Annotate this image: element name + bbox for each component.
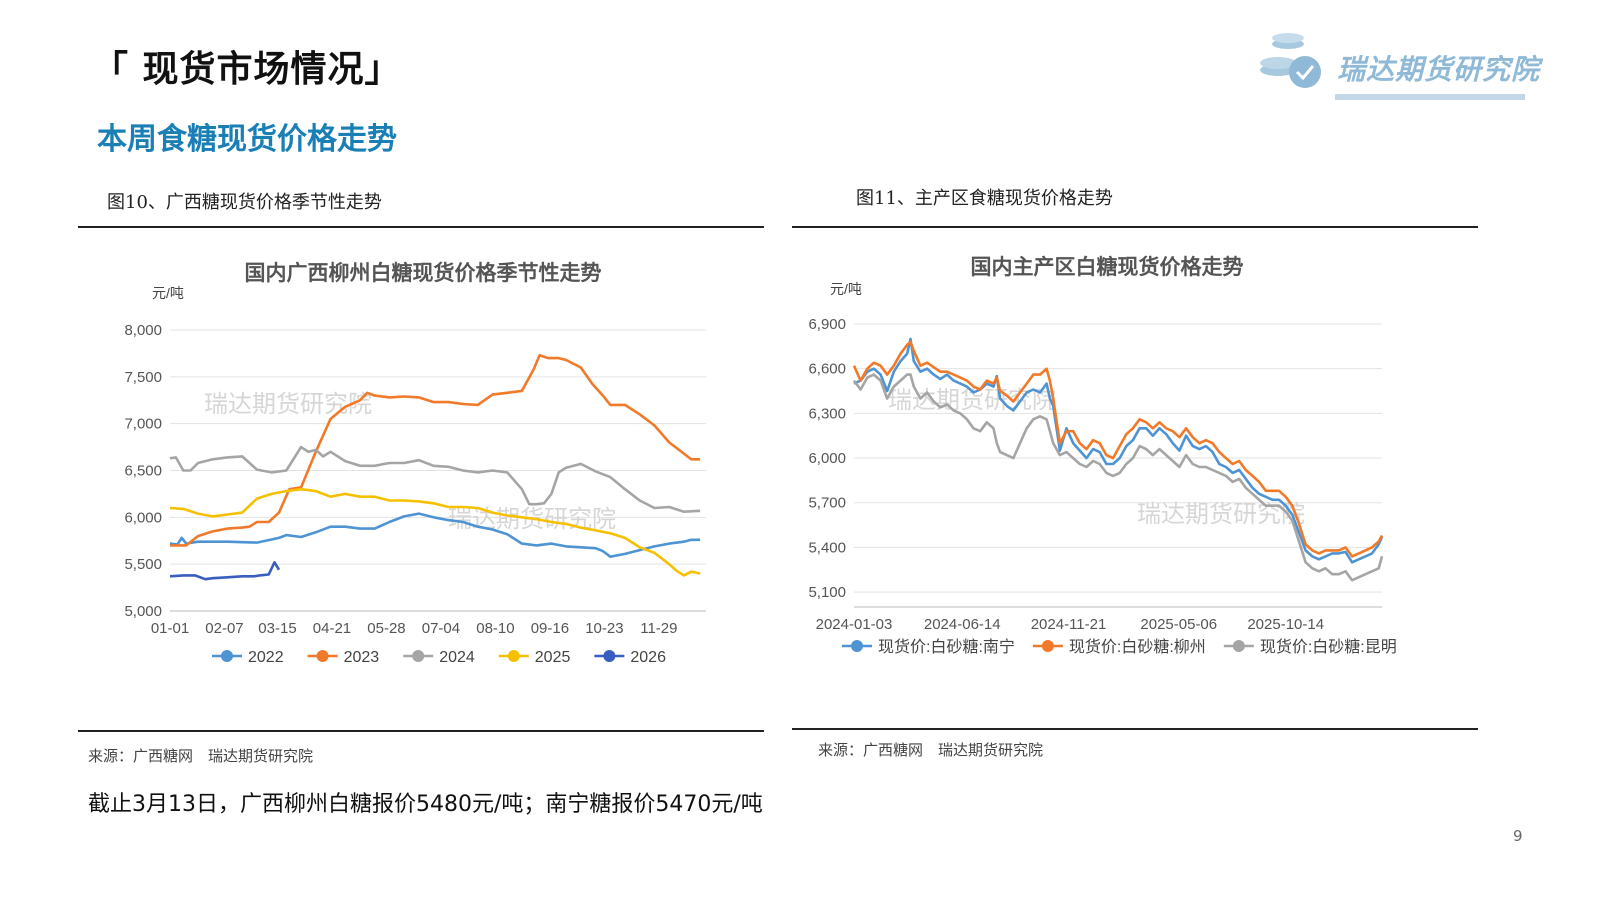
y-tick-label: 5,000: [124, 603, 162, 620]
y-axis-label: 元/吨: [152, 285, 184, 301]
legend-label: 2023: [344, 649, 380, 666]
y-tick-label: 5,100: [808, 584, 846, 601]
y-tick-label: 5,700: [808, 495, 846, 512]
x-tick-label: 01-01: [151, 620, 189, 637]
figure-10-top-rule: [78, 226, 764, 228]
x-tick-label: 2024-11-21: [1031, 616, 1107, 633]
y-axis-label: 元/吨: [830, 281, 862, 297]
logo-text: 瑞达期货研究院: [1337, 53, 1541, 86]
y-tick-label: 6,000: [808, 450, 846, 467]
legend-label: 现货价:白砂糖:柳州: [1069, 638, 1206, 656]
y-tick-label: 8,000: [124, 322, 162, 339]
series-line-2024: [169, 445, 701, 514]
legend-label: 现货价:白砂糖:昆明: [1260, 638, 1397, 656]
legend-label: 现货价:白砂糖:南宁: [878, 638, 1015, 656]
legend-label: 2025: [535, 649, 571, 666]
x-tick-label: 03-15: [258, 620, 296, 637]
series-line-2022: [169, 512, 701, 559]
figure-11-caption: 图11、主产区食糖现货价格走势: [856, 188, 1113, 209]
figure-11-bottom-rule: [792, 728, 1478, 730]
x-tick-label: 2024-01-03: [816, 616, 893, 633]
x-tick-label: 2024-06-14: [924, 616, 1001, 633]
x-tick-label: 2025-05-06: [1140, 616, 1217, 633]
y-tick-label: 6,600: [808, 361, 846, 378]
y-tick-label: 6,500: [124, 463, 162, 480]
series-line-2026: [169, 560, 281, 581]
page-title: 「 现货市场情况」: [92, 49, 402, 90]
legend-marker: [1232, 640, 1245, 652]
legend-label: 2024: [439, 649, 475, 666]
legend-marker: [316, 650, 329, 662]
legend-marker: [412, 650, 425, 662]
figure-11-top-rule: [792, 226, 1478, 228]
x-tick-label: 07-04: [422, 620, 460, 637]
y-tick-label: 7,000: [124, 416, 162, 433]
legend-marker: [507, 650, 520, 662]
y-tick-label: 6,900: [808, 316, 846, 333]
series-line-现货价:白砂糖:柳州: [852, 340, 1384, 558]
figure-10-source: 来源：广西糖网 瑞达期货研究院: [88, 747, 314, 765]
x-tick-label: 2025-10-14: [1247, 616, 1324, 633]
x-tick-label: 11-29: [640, 620, 677, 637]
conclusion-text: 截止3月13日，广西柳州白糖报价5480元/吨；南宁糖报价5470元/吨: [88, 792, 763, 817]
watermark: 瑞达期货研究院: [204, 391, 372, 418]
y-tick-label: 6,000: [124, 509, 162, 526]
logo-coins-icon: [1260, 33, 1321, 88]
figure-10-caption: 图10、广西糖现货价格季节性走势: [107, 192, 382, 213]
legend-label: 2026: [630, 649, 666, 666]
section-title: 本周食糖现货价格走势: [97, 122, 397, 157]
series-line-2025: [169, 487, 701, 577]
x-tick-label: 10-23: [585, 620, 623, 637]
x-tick-label: 09-16: [531, 620, 569, 637]
y-tick-label: 7,500: [124, 369, 162, 386]
legend-marker: [1041, 640, 1054, 652]
chart-title: 国内广西柳州白糖现货价格季节性走势: [245, 261, 602, 285]
x-tick-label: 02-07: [205, 620, 243, 637]
legend-label: 2022: [248, 649, 284, 666]
series-line-现货价:白砂糖:昆明: [852, 373, 1384, 582]
figure-11-source: 来源：广西糖网 瑞达期货研究院: [818, 741, 1044, 759]
y-tick-label: 5,500: [124, 556, 162, 573]
chart-title: 国内主产区白糖现货价格走势: [971, 255, 1244, 279]
legend-marker: [603, 650, 616, 662]
y-tick-label: 5,400: [808, 539, 846, 556]
series-line-现货价:白砂糖:南宁: [853, 337, 1384, 564]
logo-underline: [1335, 94, 1525, 100]
page-number: 9: [1513, 827, 1523, 845]
x-tick-label: 08-10: [476, 620, 514, 637]
x-tick-label: 04-21: [313, 620, 351, 637]
x-tick-label: 05-28: [367, 620, 405, 637]
legend-marker: [221, 650, 233, 662]
figure-10-bottom-rule: [78, 730, 764, 732]
y-tick-label: 6,300: [808, 405, 846, 422]
legend-marker: [851, 640, 863, 652]
series-line-2023: [170, 354, 701, 547]
